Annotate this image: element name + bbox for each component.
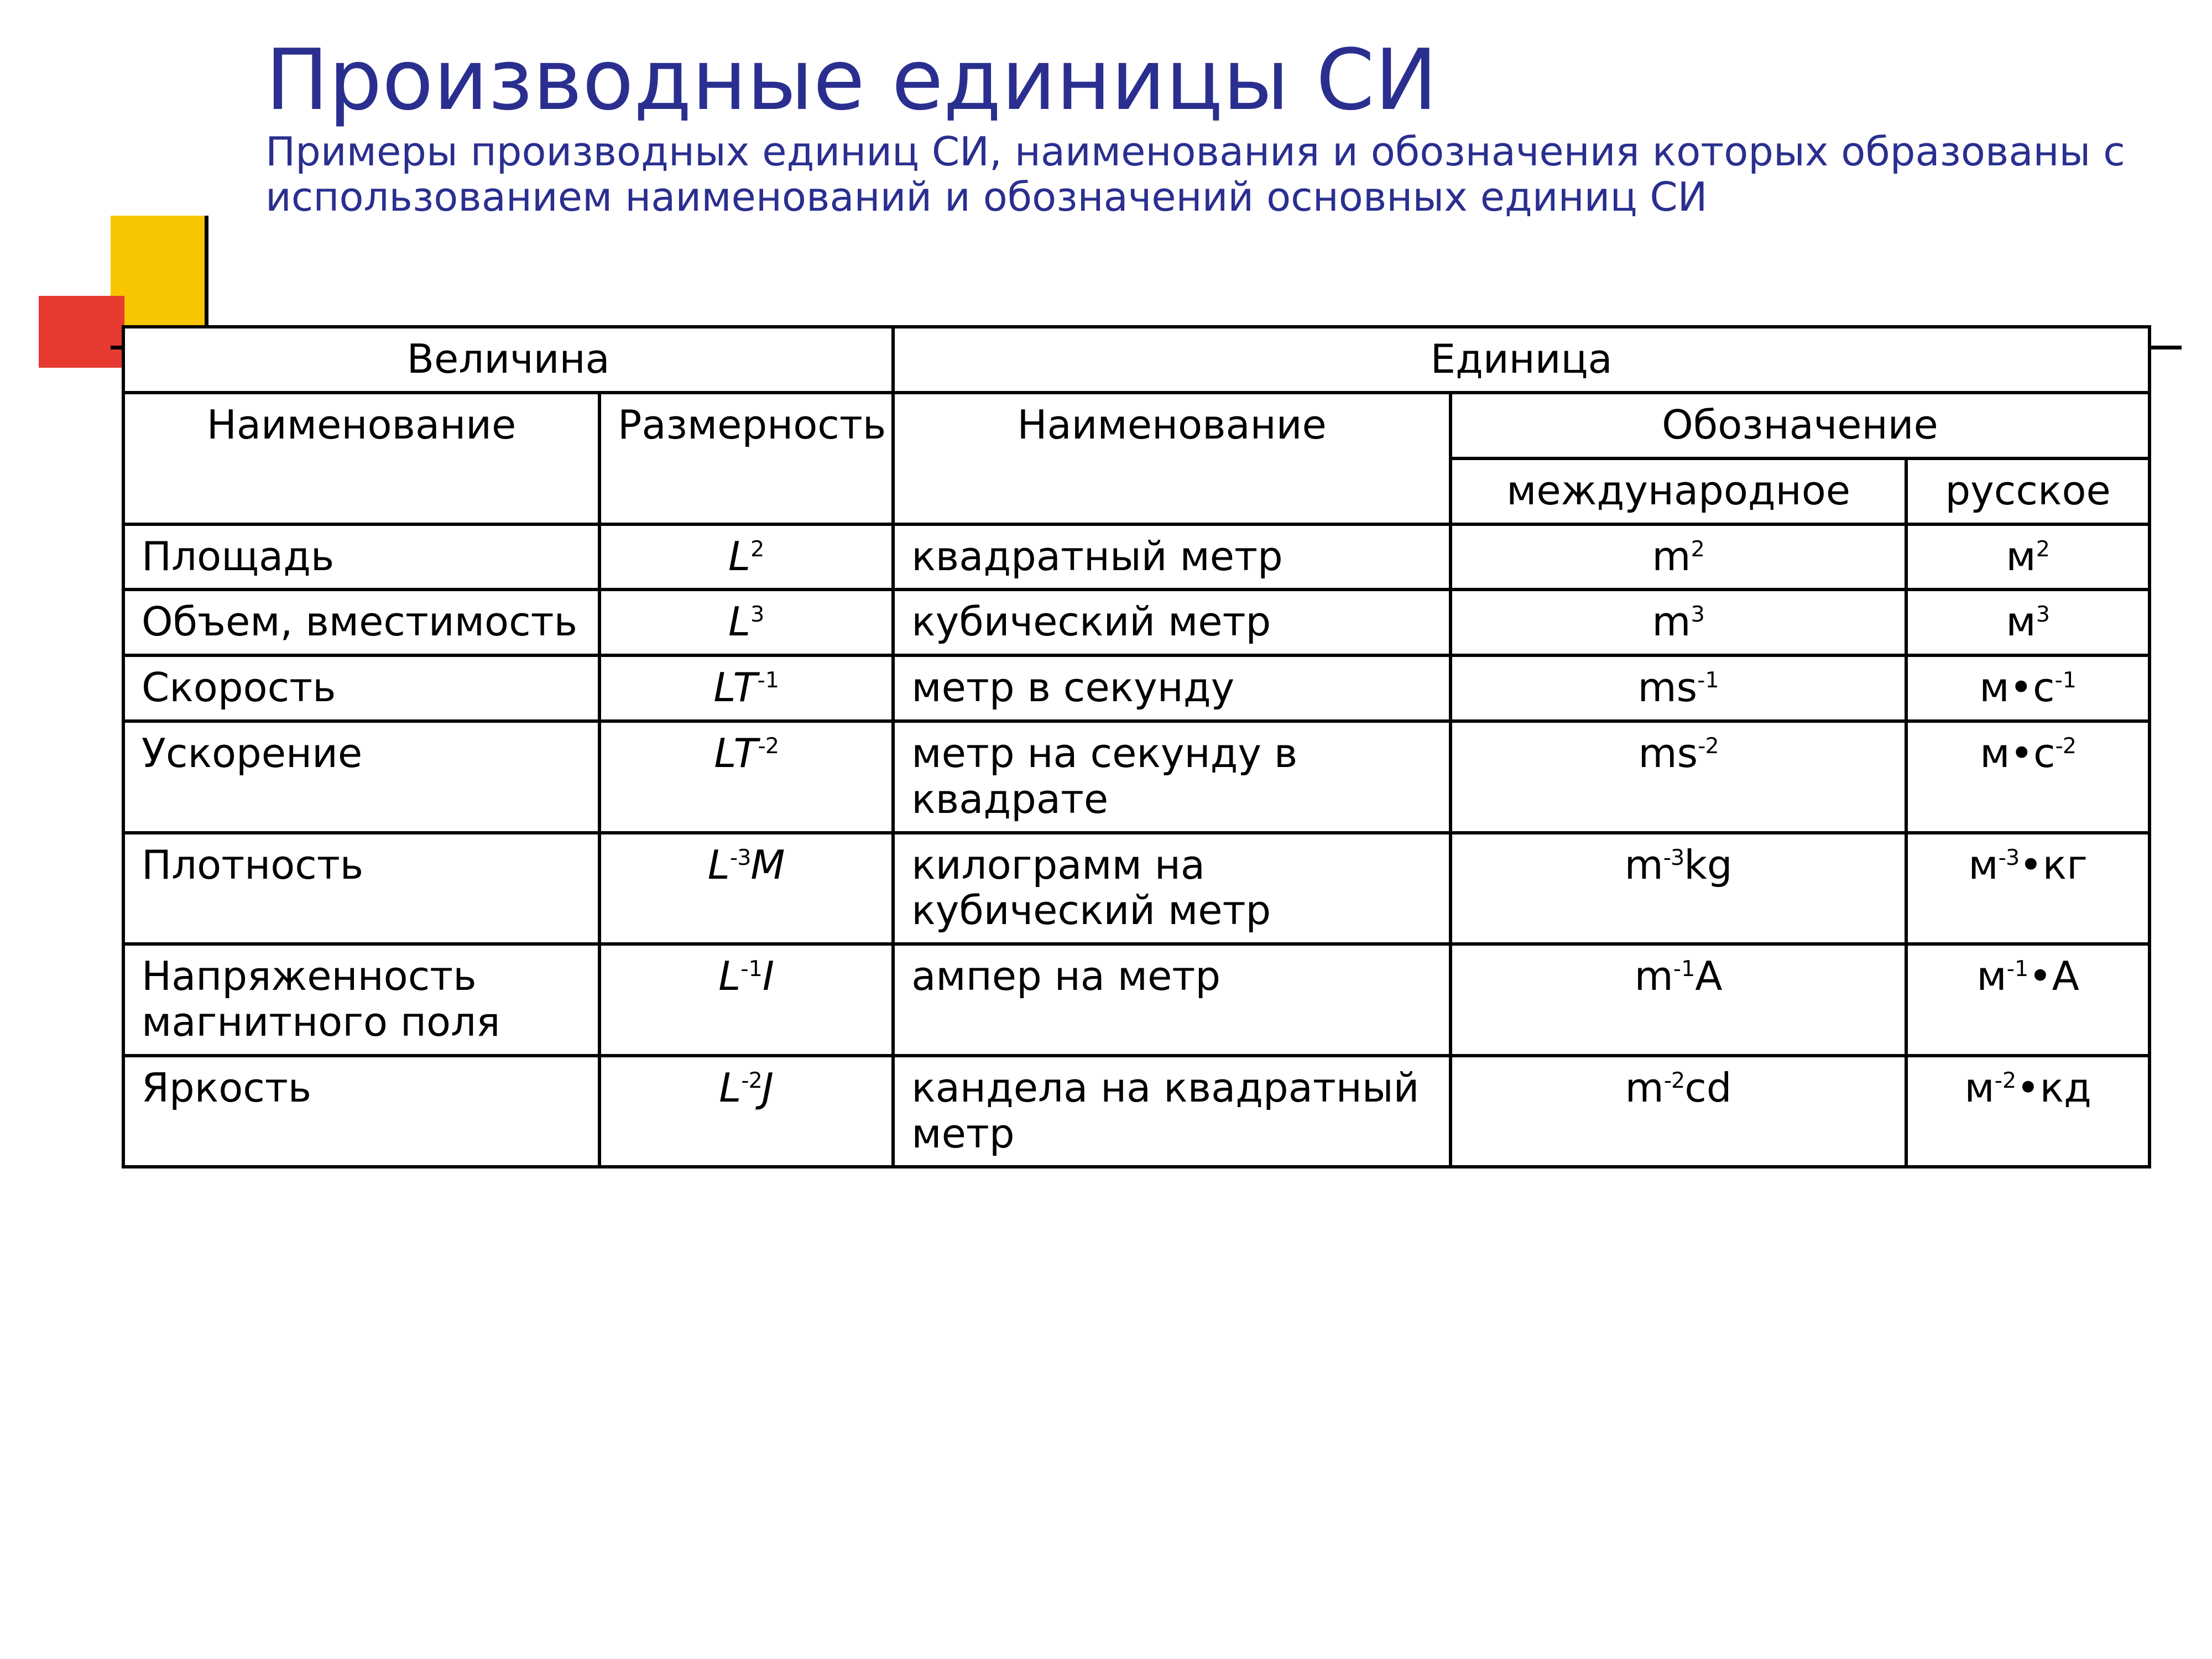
- header-designation: Обозначение: [1451, 393, 2150, 458]
- cell-quantity: Объем, вместимость: [123, 589, 599, 655]
- cell-dimension: L-2J: [599, 1056, 893, 1167]
- cell-designation-intl: m-3kg: [1451, 833, 1906, 945]
- units-table-container: Величина Единица Наименование Размерност…: [122, 325, 2151, 1168]
- cell-unit-name: килограмм на кубический метр: [893, 833, 1451, 945]
- cell-designation-ru: м•с-2: [1906, 721, 2150, 833]
- cell-quantity: Яркость: [123, 1056, 599, 1167]
- cell-unit-name: квадратный метр: [893, 524, 1451, 590]
- cell-dimension: L-1I: [599, 944, 893, 1056]
- cell-designation-ru: м2: [1906, 524, 2150, 590]
- cell-unit-name: метр в секунду: [893, 655, 1451, 721]
- header-designation-intl: международное: [1451, 458, 1906, 524]
- cell-designation-intl: ms-1: [1451, 655, 1906, 721]
- cell-designation-intl: m-1A: [1451, 944, 1906, 1056]
- table-row: УскорениеLT-2метр на секунду в квадратеm…: [123, 721, 2150, 833]
- cell-designation-ru: м•с-1: [1906, 655, 2150, 721]
- cell-unit-name: ампер на метр: [893, 944, 1451, 1056]
- header-quantity-group: Величина: [123, 327, 893, 393]
- header-designation-ru: русское: [1906, 458, 2150, 524]
- header-dimension: Размерность: [599, 393, 893, 524]
- header-row-2: Наименование Размерность Наименование Об…: [123, 393, 2150, 458]
- cell-dimension: L-3M: [599, 833, 893, 945]
- cell-dimension: LT-1: [599, 655, 893, 721]
- heading-block: Производные единицы СИ Примеры производн…: [265, 36, 2140, 220]
- cell-designation-ru: м-1•А: [1906, 944, 2150, 1056]
- cell-designation-intl: ms-2: [1451, 721, 1906, 833]
- cell-quantity: Ускорение: [123, 721, 599, 833]
- slide: Производные единицы СИ Примеры производн…: [0, 0, 2212, 1659]
- cell-designation-intl: m2: [1451, 524, 1906, 590]
- cell-designation-ru: м-2•кд: [1906, 1056, 2150, 1167]
- cell-designation-ru: м-3•кг: [1906, 833, 2150, 945]
- header-unit-group: Единица: [893, 327, 2150, 393]
- cell-designation-intl: m-2cd: [1451, 1056, 1906, 1167]
- table-row: ПлощадьL2квадратный метрm2м2: [123, 524, 2150, 590]
- cell-quantity: Напряженность магнитного поля: [123, 944, 599, 1056]
- header-row-1: Величина Единица: [123, 327, 2150, 393]
- cell-quantity: Плотность: [123, 833, 599, 945]
- cell-designation-ru: м3: [1906, 589, 2150, 655]
- cell-designation-intl: m3: [1451, 589, 1906, 655]
- deco-red-square: [39, 296, 124, 368]
- header-unit-name: Наименование: [893, 393, 1451, 524]
- table-row: Напряженность магнитного поляL-1Iампер н…: [123, 944, 2150, 1056]
- cell-unit-name: метр на секунду в квадрате: [893, 721, 1451, 833]
- units-table: Величина Единица Наименование Размерност…: [122, 325, 2151, 1168]
- slide-subtitle: Примеры производных единиц СИ, наименова…: [265, 129, 2140, 221]
- cell-unit-name: кубический метр: [893, 589, 1451, 655]
- table-row: ЯркостьL-2Jкандела на квадратный метрm-2…: [123, 1056, 2150, 1167]
- cell-quantity: Площадь: [123, 524, 599, 590]
- cell-quantity: Скорость: [123, 655, 599, 721]
- cell-dimension: L3: [599, 589, 893, 655]
- table-row: ПлотностьL-3Mкилограмм на кубический мет…: [123, 833, 2150, 945]
- cell-dimension: L2: [599, 524, 893, 590]
- cell-unit-name: кандела на квадратный метр: [893, 1056, 1451, 1167]
- table-row: СкоростьLT-1метр в секундуms-1м•с-1: [123, 655, 2150, 721]
- table-row: Объем, вместимостьL3кубический метрm3м3: [123, 589, 2150, 655]
- slide-title: Производные единицы СИ: [265, 36, 2140, 124]
- header-quantity-name: Наименование: [123, 393, 599, 524]
- cell-dimension: LT-2: [599, 721, 893, 833]
